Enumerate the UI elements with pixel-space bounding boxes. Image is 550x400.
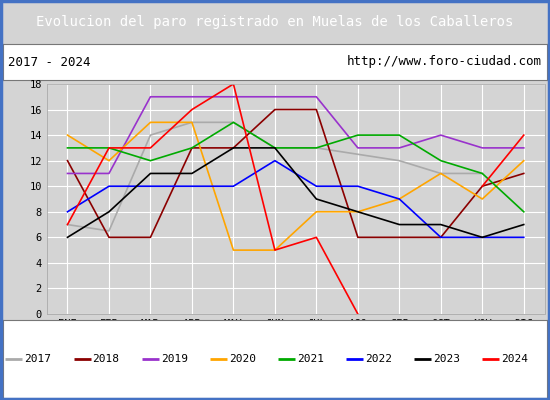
Text: 2017: 2017 (25, 354, 52, 364)
Text: Evolucion del paro registrado en Muelas de los Caballeros: Evolucion del paro registrado en Muelas … (36, 15, 514, 29)
Text: 2024: 2024 (501, 354, 528, 364)
Text: 2023: 2023 (433, 354, 460, 364)
Text: 2017 - 2024: 2017 - 2024 (8, 56, 91, 68)
Text: 2019: 2019 (161, 354, 188, 364)
Text: 2018: 2018 (92, 354, 119, 364)
Text: 2022: 2022 (365, 354, 392, 364)
Text: 2020: 2020 (229, 354, 256, 364)
Text: 2021: 2021 (297, 354, 324, 364)
Text: http://www.foro-ciudad.com: http://www.foro-ciudad.com (347, 56, 542, 68)
